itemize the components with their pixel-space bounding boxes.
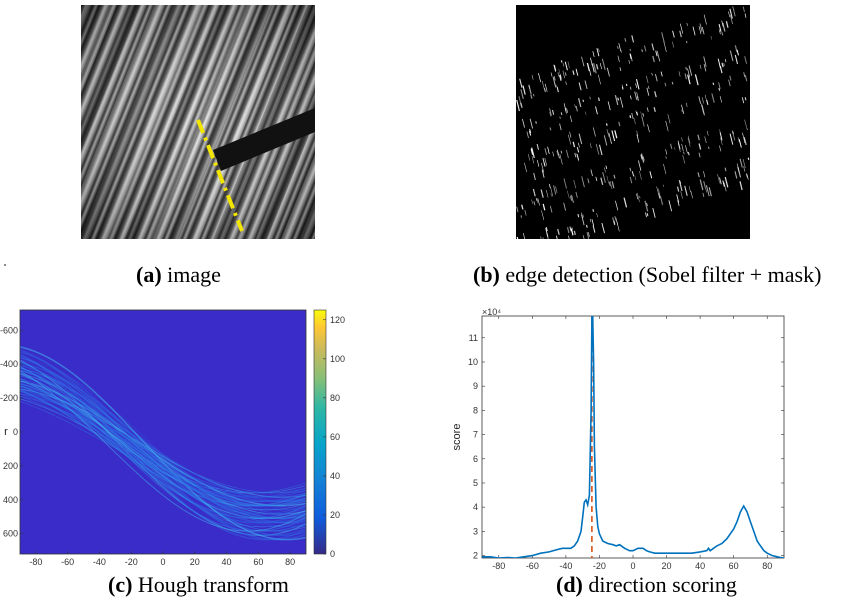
score-xtick-label: 20 <box>662 561 672 570</box>
score-xtick-label: 40 <box>695 561 705 570</box>
yellow-dashdot-line <box>196 119 244 232</box>
hough-xtick-label: -20 <box>125 557 138 567</box>
hough-ytick-label: -600 <box>0 325 18 335</box>
score-xtick-label: -40 <box>559 561 572 570</box>
hough-xtick-label: -80 <box>29 557 42 567</box>
colorbar-tick-label: 20 <box>330 510 340 520</box>
score-plot-area <box>481 315 785 559</box>
colorbar-tick-label: 100 <box>330 354 345 364</box>
score-ytick-label: 4 <box>473 502 478 512</box>
hough-ytick-label: -400 <box>0 359 18 369</box>
caption-c: (c) Hough transform <box>108 572 289 597</box>
panel-b-edges <box>516 5 750 245</box>
colorbar-tick-label: 0 <box>330 549 335 559</box>
hough-ytick-label: 400 <box>3 495 18 505</box>
score-ytick-label: 11 <box>469 333 478 343</box>
hough-ytick-label: -200 <box>0 393 18 403</box>
hough-xtick-label: -40 <box>93 557 106 567</box>
colorbar-tick-label: 120 <box>330 315 345 325</box>
score-series-line <box>482 316 784 558</box>
hough-xtick-label: 40 <box>222 557 232 567</box>
score-xtick-label: 60 <box>729 561 739 570</box>
hough-ytick-label: 200 <box>3 461 18 471</box>
colorbar-tick-label: 40 <box>330 471 340 481</box>
score-xtick-label: 0 <box>630 561 635 570</box>
score-ytick-label: 5 <box>473 478 478 488</box>
edge-image <box>516 5 750 245</box>
colorbar-tick-label: 80 <box>330 393 340 403</box>
hough-ytick-label: 0 <box>13 427 18 437</box>
hough-curves <box>20 346 306 541</box>
panel-a-image <box>81 5 315 239</box>
score-xtick-label: -60 <box>526 561 539 570</box>
panel-d-scoring: -80-60-40-20020406080234567891011×10⁴ηsc… <box>440 307 844 583</box>
dark-bar <box>213 108 315 171</box>
hough-heatmap: -80 -60 -40 -20 0 20 40 60 80-600-400-2000200400… <box>0 309 345 579</box>
score-ytick-label: 3 <box>473 526 478 536</box>
score-xtick-label: -80 <box>492 561 505 570</box>
caption-b: (b) edge detection (Sobel filter + mask) <box>473 262 822 287</box>
striped-image <box>81 5 315 239</box>
stray-dot <box>4 264 6 266</box>
hough-xtick-label: 20 <box>190 557 200 567</box>
score-xtick-label: -20 <box>593 561 606 570</box>
score-y-multiplier: ×10⁴ <box>482 308 501 317</box>
colorbar-tick-label: 60 <box>330 432 340 442</box>
score-ytick-label: 2 <box>473 551 478 561</box>
hough-xtick-label: 0 <box>160 557 165 567</box>
score-ylabel: score <box>451 424 463 451</box>
score-ytick-label: 8 <box>473 405 478 415</box>
edge-strokes <box>516 6 750 245</box>
score-ytick-label: 10 <box>468 357 478 367</box>
panel-c-hough: -80 -60 -40 -20 0 20 40 60 80 -600 -400 -200 0 200 400… <box>0 308 400 579</box>
hough-xtick-label: 60 <box>253 557 263 567</box>
caption-a: (a) image <box>136 262 221 287</box>
hough-ytick-label: 600 <box>3 529 18 539</box>
hough-xlabel: η <box>160 567 165 570</box>
score-ytick-label: 9 <box>473 381 478 391</box>
score-line-chart: -80-60-40-20020406080234567891011×10⁴ηsc… <box>451 307 785 583</box>
score-ytick-label: 7 <box>473 430 478 440</box>
hough-colorbar <box>313 309 327 555</box>
hough-xtick-label: 80 <box>285 557 295 567</box>
score-ytick-label: 6 <box>473 454 478 464</box>
hough-xtick-label: -60 <box>61 557 74 567</box>
score-xtick-label: 80 <box>762 561 772 570</box>
caption-d: (d) direction scoring <box>556 572 737 597</box>
hough-ylabel: r <box>4 426 8 438</box>
